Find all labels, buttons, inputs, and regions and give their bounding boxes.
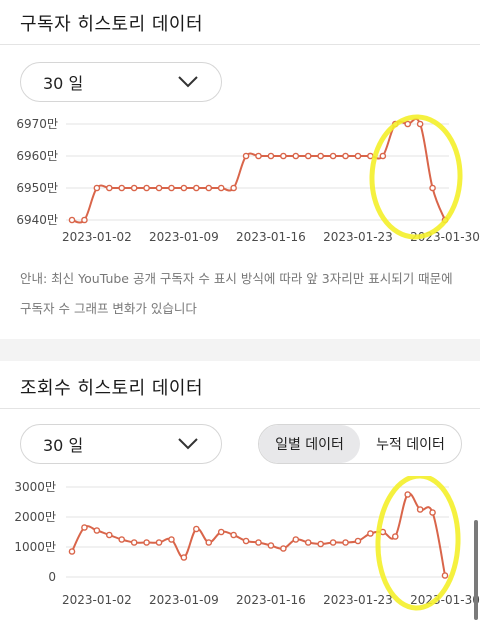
- data-point: [292, 536, 300, 543]
- views-line-chart: 0 1000만 2000만 3000만 2023-01-02 2023-01-09 2023…: [14, 476, 480, 611]
- data-point: [155, 184, 163, 192]
- chevron-down-icon: [178, 438, 198, 450]
- subscriber-chart: 6940만 6950만 6960만 6970만 2023-01-02 2023-01-09…: [0, 110, 480, 260]
- data-point: [404, 491, 412, 498]
- data-point: [81, 216, 88, 224]
- data-point: [230, 531, 237, 539]
- data-point: [342, 152, 349, 160]
- data-point: [217, 184, 225, 192]
- data-point: [118, 184, 126, 192]
- section-gap: [0, 339, 480, 361]
- data-point: [367, 530, 374, 537]
- data-point: [416, 120, 424, 128]
- data-point: [168, 184, 175, 192]
- y-tick-label: 1000만: [14, 540, 56, 554]
- data-point: [205, 539, 213, 546]
- section-divider: [0, 408, 480, 409]
- data-point: [130, 539, 138, 546]
- section-divider: [0, 44, 480, 45]
- views-chart: 0 1000만 2000만 3000만 2023-01-02 2023-01-09 2023…: [0, 476, 480, 616]
- data-point: [255, 539, 262, 546]
- data-point: [255, 152, 262, 160]
- y-tick-label: 6960만: [16, 149, 58, 163]
- subscriber-period-select[interactable]: 30 일: [20, 62, 222, 102]
- data-point: [230, 184, 237, 192]
- data-point: [143, 539, 150, 546]
- views-history-title: 조회수 히스토리 데이터: [20, 378, 204, 399]
- data-point: [193, 184, 200, 192]
- y-tick-label: 6940만: [16, 213, 58, 227]
- data-point: [106, 184, 113, 192]
- x-tick-label: 2023-01-23: [323, 593, 393, 607]
- y-tick-label: 0: [48, 570, 56, 584]
- y-tick-label: 6970만: [16, 117, 58, 131]
- data-point: [404, 120, 412, 128]
- data-point: [416, 506, 424, 513]
- data-point: [292, 152, 300, 160]
- data-point: [354, 537, 362, 545]
- views-data-type-toggle[interactable]: 일별 데이터 누적 데이터: [258, 424, 462, 464]
- chevron-down-icon: [178, 76, 198, 88]
- data-point: [193, 525, 200, 533]
- y-tick-label: 6950만: [16, 181, 58, 195]
- data-point: [267, 152, 275, 160]
- x-tick-label: 2023-01-23: [323, 230, 393, 244]
- data-point: [304, 539, 312, 546]
- y-tick-label: 3000만: [14, 480, 56, 494]
- highlight-circle: [375, 476, 461, 611]
- data-point: [155, 539, 163, 546]
- x-tick-label: 2023-01-16: [236, 593, 306, 607]
- data-point: [267, 542, 275, 549]
- x-tick-label: 2023-01-30: [410, 593, 480, 607]
- data-point: [93, 184, 101, 192]
- subscriber-history-title: 구독자 히스토리 데이터: [20, 14, 204, 35]
- x-tick-label: 2023-01-16: [236, 230, 306, 244]
- data-point: [379, 152, 387, 160]
- data-point: [429, 184, 436, 192]
- x-tick-label: 2023-01-09: [149, 593, 219, 607]
- data-point: [429, 509, 436, 516]
- data-point: [329, 152, 337, 160]
- views-period-label: 30 일: [43, 436, 84, 455]
- data-point: [242, 537, 250, 545]
- data-point: [93, 527, 101, 534]
- data-point: [205, 184, 213, 192]
- scrollbar[interactable]: [474, 520, 478, 620]
- data-point: [441, 572, 449, 579]
- data-point: [143, 184, 150, 192]
- data-point: [180, 184, 188, 192]
- data-point: [329, 539, 337, 546]
- views-period-select[interactable]: 30 일: [20, 424, 222, 464]
- series-line: [71, 492, 446, 576]
- data-point: [280, 545, 287, 552]
- data-point: [130, 184, 138, 192]
- data-point: [280, 152, 287, 160]
- x-tick-label: 2023-01-09: [149, 230, 219, 244]
- data-point: [68, 216, 76, 224]
- subscriber-period-label: 30 일: [43, 74, 84, 93]
- data-point: [68, 548, 76, 555]
- x-tick-label: 2023-01-02: [62, 230, 132, 244]
- data-point: [317, 152, 324, 160]
- data-point: [106, 531, 113, 539]
- data-point: [81, 524, 88, 531]
- data-point: [304, 152, 312, 160]
- data-point: [391, 533, 399, 540]
- series-line: [71, 117, 446, 224]
- data-point: [354, 152, 362, 160]
- data-point: [180, 554, 188, 561]
- tab-cumulative-data[interactable]: 누적 데이터: [376, 437, 445, 453]
- x-tick-label: 2023-01-02: [62, 593, 132, 607]
- y-tick-label: 2000만: [14, 510, 56, 524]
- data-point: [168, 536, 175, 543]
- subscriber-line-chart: 6940만 6950만 6960만 6970만 2023-01-02 2023-01-09…: [16, 114, 480, 244]
- data-point: [118, 536, 126, 543]
- data-point: [217, 528, 225, 536]
- data-point: [242, 152, 250, 160]
- data-point: [317, 540, 324, 548]
- tab-daily-data[interactable]: 일별 데이터: [259, 425, 360, 463]
- data-point: [342, 539, 349, 546]
- subscriber-notice: 안내: 최신 YouTube 공개 구독자 수 표시 방식에 따라 앞 3자리만…: [20, 271, 453, 316]
- highlight-circle: [369, 114, 463, 240]
